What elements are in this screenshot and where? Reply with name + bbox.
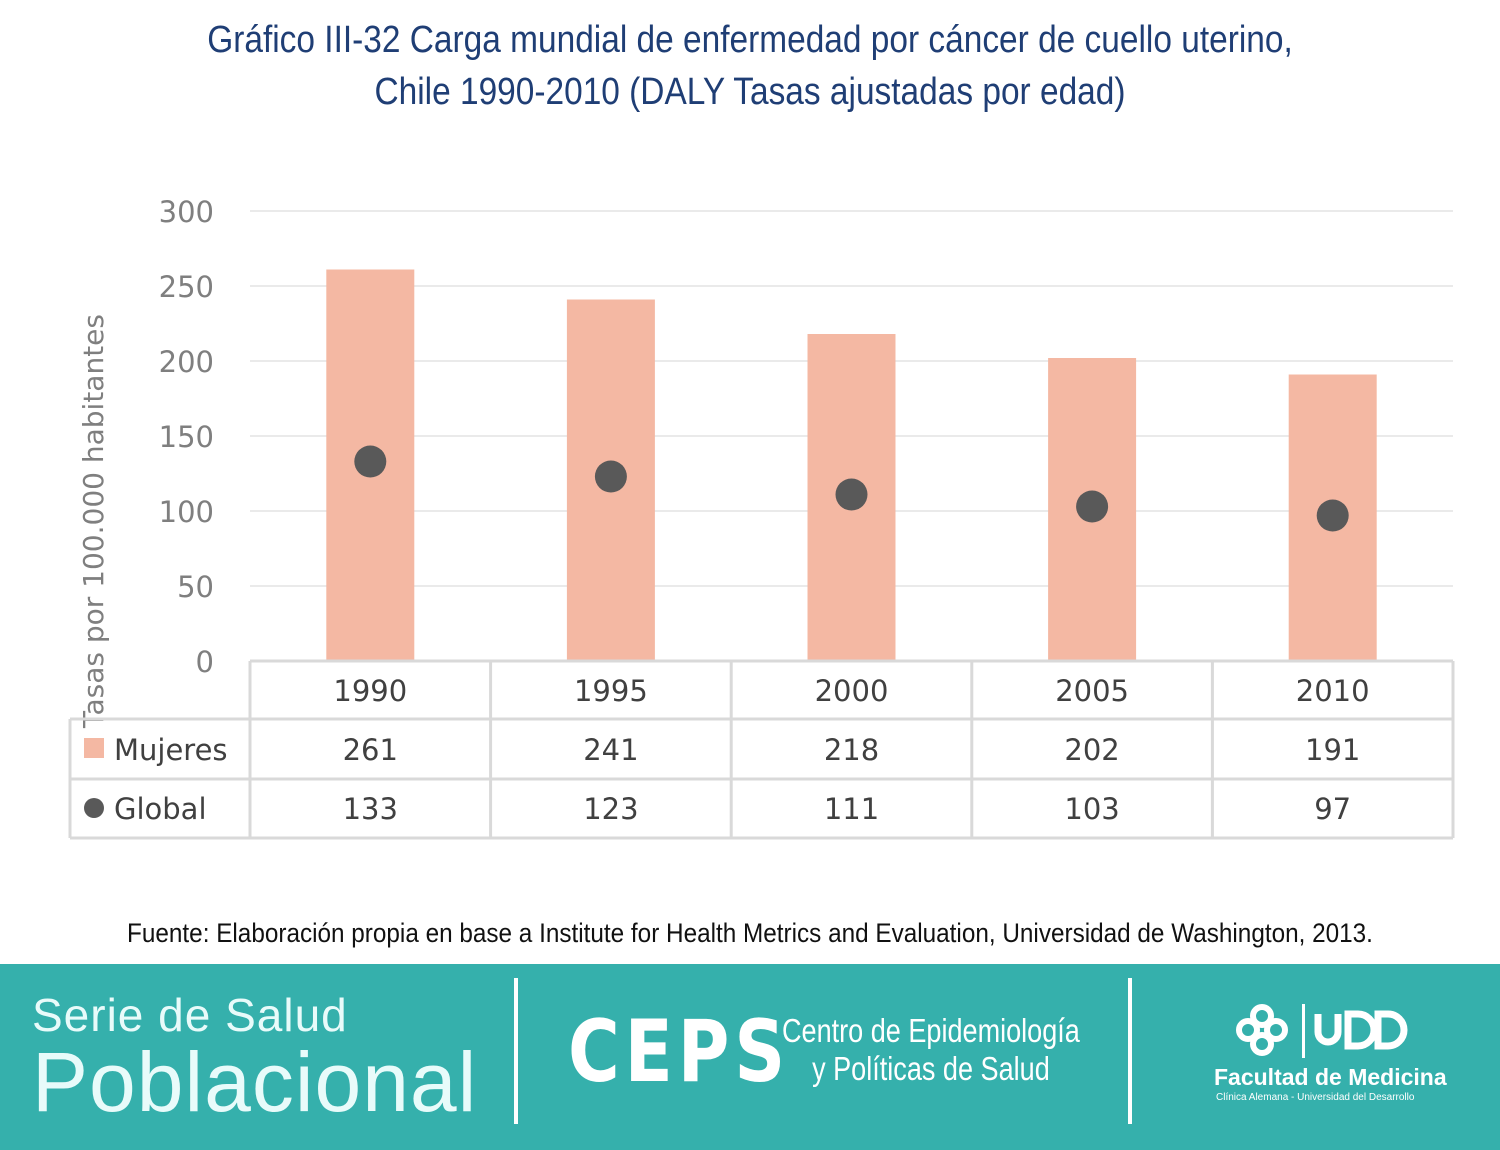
- y-tick-label: 50: [177, 570, 214, 604]
- chart-title-line2: Chile 1990-2010 (DALY Tasas ajustadas po…: [374, 71, 1126, 113]
- faculty-subtitle: Clínica Alemana - Universidad del Desarr…: [1216, 1092, 1415, 1103]
- serie-title-line1: Serie de Salud: [32, 989, 348, 1041]
- y-tick-label: 250: [159, 270, 214, 304]
- point-global: [354, 445, 387, 478]
- ceps-description-line2: y Políticas de Salud: [812, 1050, 1050, 1087]
- data-label-mujeres: 202: [1064, 733, 1119, 767]
- data-label-mujeres: 241: [583, 733, 638, 767]
- ceps-description-line1: Centro de Epidemiología: [782, 1012, 1080, 1049]
- source-note: Fuente: Elaboración propia en base a Ins…: [127, 918, 1373, 948]
- y-axis-label: Tasas por 100.000 habitantes: [77, 314, 110, 729]
- x-tick-label: 2005: [1055, 674, 1129, 708]
- chart-title: Gráfico III-32 Carga mundial de enfermed…: [90, 14, 1410, 118]
- chart-title-line1: Gráfico III-32 Carga mundial de enfermed…: [207, 19, 1293, 61]
- y-tick-label: 200: [159, 345, 214, 379]
- udd-logo-icon: [1236, 1004, 1408, 1058]
- point-global: [835, 478, 868, 511]
- x-tick-label: 1990: [333, 674, 407, 708]
- data-label-mujeres: 191: [1305, 733, 1360, 767]
- point-global: [1316, 499, 1349, 532]
- serie-title-line2: Poblacional: [32, 1035, 478, 1129]
- x-tick-label: 1995: [574, 674, 648, 708]
- y-tick-label: 100: [159, 495, 214, 529]
- chart: 0 50 100 150 200 250 300 Tasas por 100.000 habi…: [68, 195, 1455, 840]
- point-global: [594, 460, 627, 493]
- ceps-description: Centro de Epidemiología y Políticas de S…: [782, 1012, 1080, 1088]
- data-label-mujeres: 261: [343, 733, 398, 767]
- data-label-global: 103: [1064, 792, 1119, 826]
- y-tick-label: 0: [196, 645, 214, 679]
- banner-divider: [514, 978, 518, 1124]
- x-tick-label: 2000: [815, 674, 889, 708]
- data-label-mujeres: 218: [824, 733, 879, 767]
- footer-banner: Serie de Salud Poblacional CEPS Centro d…: [0, 964, 1500, 1150]
- ceps-logo-text: CEPS: [568, 1002, 791, 1102]
- y-tick-label: 150: [159, 420, 214, 454]
- legend-marker-mujeres: [84, 738, 104, 758]
- legend-label-global: Global: [114, 792, 207, 826]
- x-tick-label: 2010: [1296, 674, 1370, 708]
- legend-label-mujeres: Mujeres: [114, 733, 228, 767]
- faculty-name: Facultad de Medicina: [1214, 1064, 1447, 1090]
- point-global: [1076, 490, 1109, 523]
- data-label-global: 133: [343, 792, 398, 826]
- data-label-global: 123: [583, 792, 638, 826]
- y-tick-label: 300: [159, 195, 214, 229]
- data-label-global: 97: [1314, 792, 1351, 826]
- banner-divider: [1128, 978, 1132, 1124]
- legend-marker-global: [84, 798, 104, 818]
- data-label-global: 111: [824, 792, 879, 826]
